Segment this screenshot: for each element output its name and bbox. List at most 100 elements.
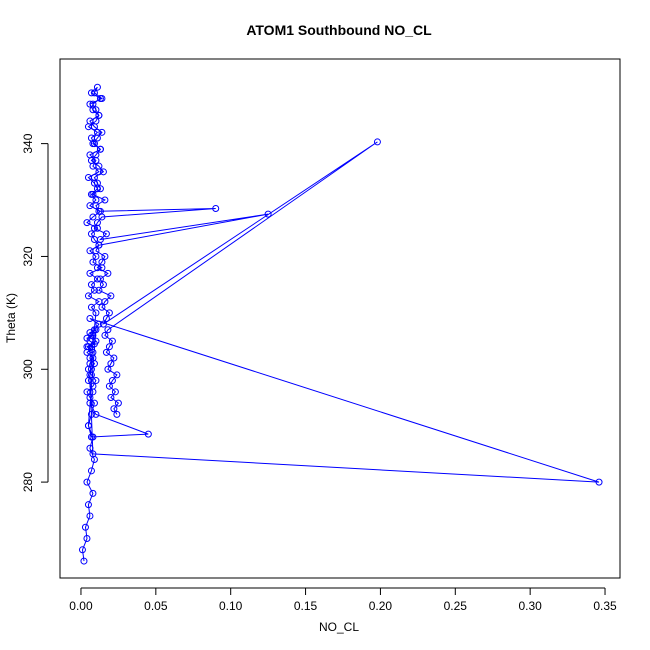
data-point: [113, 371, 121, 379]
data-point: [105, 382, 113, 390]
data-point: [90, 399, 98, 407]
data-point: [110, 354, 118, 362]
y-tick-label: 320: [21, 246, 35, 266]
x-tick-label: 0.10: [219, 599, 243, 613]
data-point: [90, 224, 98, 232]
data-point: [93, 219, 101, 227]
data-point: [107, 393, 115, 401]
data-point: [90, 286, 98, 294]
data-point: [105, 309, 113, 317]
x-tick-label: 0.25: [444, 599, 468, 613]
data-point: [99, 320, 107, 328]
data-point: [86, 399, 94, 407]
data-point: [89, 140, 97, 148]
data-point: [101, 298, 109, 306]
data-point: [96, 94, 104, 102]
data-point: [96, 145, 104, 153]
data-point: [101, 196, 109, 204]
y-tick-label: 280: [21, 472, 35, 492]
y-axis: 280 300 320 340: [21, 133, 49, 492]
chart-title: ATOM1 Southbound NO_CL: [246, 22, 432, 38]
data-point: [95, 207, 103, 215]
data-point: [102, 230, 110, 238]
data-point: [95, 111, 103, 119]
data-point: [78, 546, 86, 554]
series-line: [81, 86, 600, 562]
data-point: [87, 303, 95, 311]
series-layer: [78, 83, 603, 565]
data-point: [86, 100, 94, 108]
data-point: [80, 557, 88, 565]
data-point: [102, 348, 110, 356]
data-point: [93, 179, 101, 187]
data-point: [595, 478, 603, 486]
data-point: [105, 343, 113, 351]
data-point: [144, 430, 152, 438]
data-point: [87, 467, 95, 475]
data-point: [90, 89, 98, 97]
data-point: [87, 281, 95, 289]
data-point: [86, 371, 94, 379]
data-point: [92, 151, 100, 159]
data-point: [102, 315, 110, 322]
data-point: [87, 410, 95, 418]
data-point: [90, 173, 98, 181]
x-tick-label: 0.30: [518, 599, 542, 613]
data-point: [114, 399, 122, 407]
data-point: [98, 128, 106, 136]
x-axis: 0.00 0.05 0.10 0.15 0.20 0.25 0.30 0.35: [69, 587, 617, 613]
data-point: [104, 365, 112, 373]
data-point: [86, 512, 94, 520]
data-point: [264, 210, 272, 218]
data-point: [99, 168, 107, 176]
data-point: [83, 343, 91, 351]
data-point: [86, 117, 94, 125]
data-point: [86, 444, 94, 452]
data-point: [84, 422, 92, 430]
data-point: [92, 337, 100, 345]
data-point: [98, 258, 106, 266]
data-point: [83, 478, 91, 486]
data-point: [90, 360, 98, 368]
data-point: [93, 264, 101, 272]
data-point: [86, 269, 94, 277]
data-point: [92, 202, 100, 210]
data-point: [99, 281, 107, 289]
data-point: [83, 535, 91, 543]
data-point: [81, 523, 89, 531]
x-tick-label: 0.00: [69, 599, 93, 613]
data-point: [96, 185, 104, 193]
data-point: [98, 213, 106, 221]
data-point: [87, 89, 95, 97]
data-point: [101, 331, 109, 339]
data-point: [93, 134, 101, 142]
data-point: [96, 275, 104, 283]
y-tick-label: 340: [21, 133, 35, 153]
data-point: [108, 337, 116, 345]
data-point: [90, 326, 98, 334]
data-point: [89, 450, 97, 458]
data-point: [89, 388, 97, 396]
data-point: [107, 360, 115, 368]
x-axis-label: NO_CL: [319, 620, 359, 634]
data-point: [373, 138, 381, 146]
data-point: [89, 100, 97, 108]
data-point: [98, 303, 106, 311]
x-tick-label: 0.15: [294, 599, 318, 613]
data-point: [93, 83, 101, 91]
data-point: [83, 219, 91, 227]
data-point: [113, 410, 121, 418]
data-point: [87, 230, 95, 238]
data-point: [95, 286, 103, 294]
data-point: [111, 388, 119, 396]
x-tick-label: 0.35: [593, 599, 617, 613]
data-point: [107, 292, 115, 300]
data-point: [92, 309, 100, 317]
plot-frame: [59, 58, 621, 579]
data-point: [89, 190, 97, 198]
data-point: [93, 275, 101, 283]
data-point: [108, 377, 116, 385]
data-point: [95, 162, 103, 170]
data-point: [87, 433, 95, 441]
